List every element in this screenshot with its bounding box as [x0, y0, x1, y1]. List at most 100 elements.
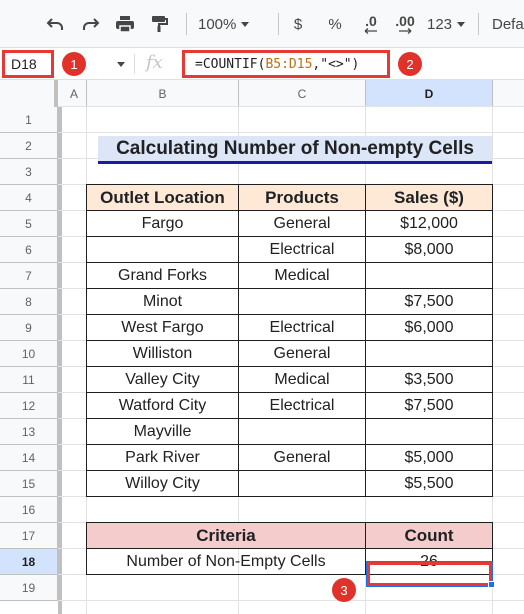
table-border	[86, 184, 493, 185]
table-cell[interactable]: Electrical	[239, 393, 366, 419]
gridline	[58, 106, 524, 107]
table-cell[interactable]: $3,500	[366, 367, 493, 393]
table-cell[interactable]: $8,000	[366, 237, 493, 263]
name-box-chevron-down-icon[interactable]	[117, 62, 125, 67]
table-cell[interactable]: Williston	[87, 341, 239, 367]
table-border	[86, 522, 87, 575]
fill-handle[interactable]	[488, 581, 495, 588]
paint-format-icon[interactable]	[146, 10, 172, 38]
more-formats-button[interactable]: 123	[424, 10, 468, 38]
toolbar: 100% $ % .0 .00 123 Defa	[0, 0, 524, 48]
row-header-15[interactable]: 15	[0, 471, 58, 497]
column-header-d[interactable]: D	[366, 80, 493, 107]
chevron-down-icon	[457, 21, 466, 27]
formula-range: B5:D15	[265, 56, 313, 72]
row-header-5[interactable]: 5	[0, 211, 58, 237]
table-cell[interactable]: $5,000	[366, 445, 493, 471]
decrease-decimal-label: .0	[365, 13, 377, 29]
row-header-18[interactable]: 18	[0, 549, 58, 575]
table-cell[interactable]: Medical	[239, 263, 366, 289]
row-header-11[interactable]: 11	[0, 367, 58, 393]
row-header-19[interactable]: 19	[0, 575, 58, 601]
increase-decimal-button[interactable]: .00	[390, 10, 420, 38]
row-header-6[interactable]: 6	[0, 237, 58, 263]
fx-icon: fx	[146, 52, 163, 73]
formula-input[interactable]: =COUNTIF(B5:D15 ,"<>")	[182, 50, 390, 78]
table-cell[interactable]: $7,500	[366, 393, 493, 419]
currency-format-button[interactable]: $	[288, 10, 308, 38]
font-select[interactable]: Defa	[492, 10, 524, 38]
table-cell[interactable]: Electrical	[239, 237, 366, 263]
table-cell[interactable]: General	[239, 445, 366, 471]
table-cell[interactable]: Medical	[239, 367, 366, 393]
table-cell[interactable]: General	[239, 341, 366, 367]
table-cell[interactable]: Willoy City	[87, 471, 239, 497]
select-all-corner[interactable]	[0, 80, 58, 107]
toolbar-divider	[278, 13, 279, 35]
row-header-12[interactable]: 12	[0, 393, 58, 419]
table-cell[interactable]	[366, 341, 493, 367]
table-cell[interactable]: Valley City	[87, 367, 239, 393]
table-header-cell[interactable]: Sales ($)	[366, 185, 493, 211]
count-header-cell[interactable]: Count	[366, 523, 493, 549]
table-header-cell[interactable]: Products	[239, 185, 366, 211]
table-cell[interactable]: $6,000	[366, 315, 493, 341]
row-header-4[interactable]: 4	[0, 185, 58, 211]
name-box[interactable]: D18	[2, 50, 54, 78]
table-cell[interactable]: $12,000	[366, 211, 493, 237]
toolbar-divider	[186, 13, 187, 35]
redo-icon[interactable]	[78, 10, 104, 38]
row-header-16[interactable]: 16	[0, 497, 58, 523]
table-cell[interactable]	[239, 419, 366, 445]
table-cell[interactable]	[366, 263, 493, 289]
table-cell[interactable]: West Fargo	[87, 315, 239, 341]
table-cell[interactable]	[87, 237, 239, 263]
row-header-8[interactable]: 8	[0, 289, 58, 315]
table-cell[interactable]: General	[239, 211, 366, 237]
name-box-value: D18	[11, 56, 37, 72]
font-value: Defa	[492, 15, 524, 33]
zoom-value: 100%	[198, 15, 237, 33]
row-header-9[interactable]: 9	[0, 315, 58, 341]
decrease-decimal-button[interactable]: .0	[358, 10, 384, 38]
row-header-13[interactable]: 13	[0, 419, 58, 445]
sheet-title: Calculating Number of Non-empty Cells	[98, 136, 492, 164]
table-cell[interactable]	[239, 471, 366, 497]
column-header-a[interactable]: A	[62, 80, 87, 107]
formula-bar: D18 1 fx =COUNTIF(B5:D15 ,"<>") 2	[0, 48, 524, 80]
column-header-b[interactable]: B	[87, 80, 239, 107]
criteria-header-cell[interactable]: Criteria	[87, 523, 366, 549]
table-cell[interactable]: Grand Forks	[87, 263, 239, 289]
row-header-10[interactable]: 10	[0, 341, 58, 367]
table-cell[interactable]: Electrical	[239, 315, 366, 341]
undo-icon[interactable]	[42, 10, 68, 38]
table-header-cell[interactable]: Outlet Location	[87, 185, 239, 211]
percent-format-button[interactable]: %	[324, 10, 346, 38]
table-cell[interactable]: Minot	[87, 289, 239, 315]
table-cell[interactable]: Mayville	[87, 419, 239, 445]
row-header-1[interactable]: 1	[0, 107, 58, 133]
table-cell[interactable]: Park River	[87, 445, 239, 471]
column-header-c[interactable]: C	[239, 80, 366, 107]
table-cell[interactable]: $7,500	[366, 289, 493, 315]
row-header-7[interactable]: 7	[0, 263, 58, 289]
table-cell[interactable]	[239, 289, 366, 315]
criteria-label-cell[interactable]: Number of Non-Empty Cells	[87, 549, 366, 575]
gridline	[58, 600, 524, 601]
currency-label: $	[293, 15, 303, 33]
row-header-17[interactable]: 17	[0, 523, 58, 549]
table-cell[interactable]: Watford City	[87, 393, 239, 419]
table-cell[interactable]	[366, 419, 493, 445]
row-header-2[interactable]: 2	[0, 133, 58, 159]
print-icon[interactable]	[112, 10, 138, 38]
step-badge-3: 3	[332, 578, 356, 602]
toolbar-divider	[478, 13, 479, 35]
increase-decimal-label: .00	[395, 13, 415, 29]
formula-suffix: ,"<>")	[312, 56, 360, 72]
zoom-select[interactable]: 100%	[198, 10, 268, 38]
table-cell[interactable]: Fargo	[87, 211, 239, 237]
row-header-3[interactable]: 3	[0, 159, 58, 185]
table-cell[interactable]: $5,500	[366, 471, 493, 497]
more-formats-label: 123	[426, 15, 453, 33]
row-header-14[interactable]: 14	[0, 445, 58, 471]
